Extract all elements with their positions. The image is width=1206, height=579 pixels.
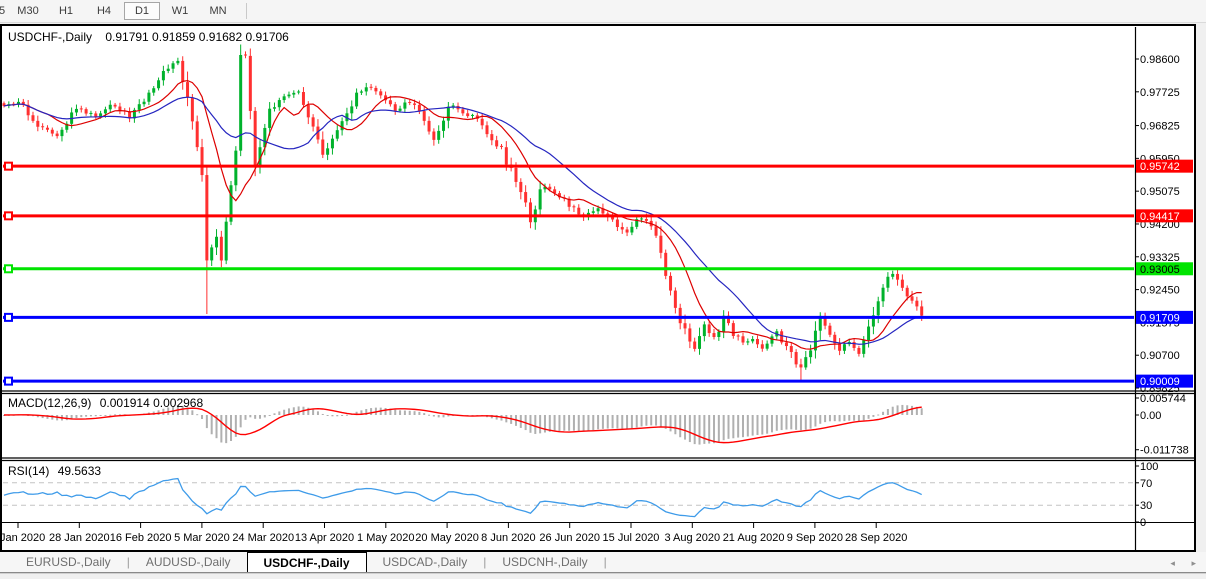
timeframe-button-mn[interactable]: MN	[200, 2, 236, 20]
chart-window	[0, 24, 1196, 552]
tab-separator: |	[126, 555, 130, 569]
tab-scroll-left-icon[interactable]: ◂	[1170, 558, 1175, 568]
timeframe-button-d1[interactable]: D1	[124, 2, 160, 20]
timeframe-toolbar: 5 M30 H1 H4 D1 W1 MN	[0, 0, 1206, 23]
chart-symbol-title: USDCHF-,Daily	[8, 30, 92, 44]
chart-header: USDCHF-,Daily 0.91791 0.91859 0.91682 0.…	[8, 30, 289, 44]
chart-tab-eurusd[interactable]: EURUSD-,Daily	[26, 555, 111, 569]
rsi-current-value: 49.5633	[57, 464, 102, 478]
macd-current-values: 0.001914 0.002968	[99, 396, 204, 410]
rsi-name: RSI(14)	[8, 464, 50, 478]
macd-indicator-label: MACD(12,26,9) 0.001914 0.002968	[8, 396, 203, 410]
toolbar-separator	[246, 3, 247, 19]
timeframe-button-h4[interactable]: H4	[86, 2, 122, 20]
chart-tab-usdcad[interactable]: USDCAD-,Daily	[382, 555, 468, 569]
rsi-indicator-label: RSI(14) 49.5633	[8, 464, 101, 478]
macd-name: MACD(12,26,9)	[8, 396, 92, 410]
ohlc-values: 0.91791 0.91859 0.91682 0.91706	[105, 30, 289, 44]
tab-scroll-arrows: ◂ ▸	[1156, 558, 1196, 569]
status-bar	[0, 573, 1206, 579]
timeframe-button-m5[interactable]: 5	[0, 2, 8, 20]
timeframe-button-w1[interactable]: W1	[162, 2, 198, 20]
chart-tab-audusd[interactable]: AUDUSD-,Daily	[145, 555, 231, 569]
tab-separator: |	[483, 555, 487, 569]
chart-tab-usdcnh[interactable]: USDCNH-,Daily	[502, 555, 588, 569]
tab-scroll-right-icon[interactable]: ▸	[1191, 558, 1196, 568]
chart-tab-bar: EURUSD-,Daily | AUDUSD-,Daily USDCHF-,Da…	[0, 552, 1206, 573]
timeframe-button-h1[interactable]: H1	[48, 2, 84, 20]
timeframe-button-m30[interactable]: M30	[10, 2, 46, 20]
chart-tab-usdchf[interactable]: USDCHF-,Daily	[246, 552, 367, 572]
tab-separator: |	[603, 555, 607, 569]
